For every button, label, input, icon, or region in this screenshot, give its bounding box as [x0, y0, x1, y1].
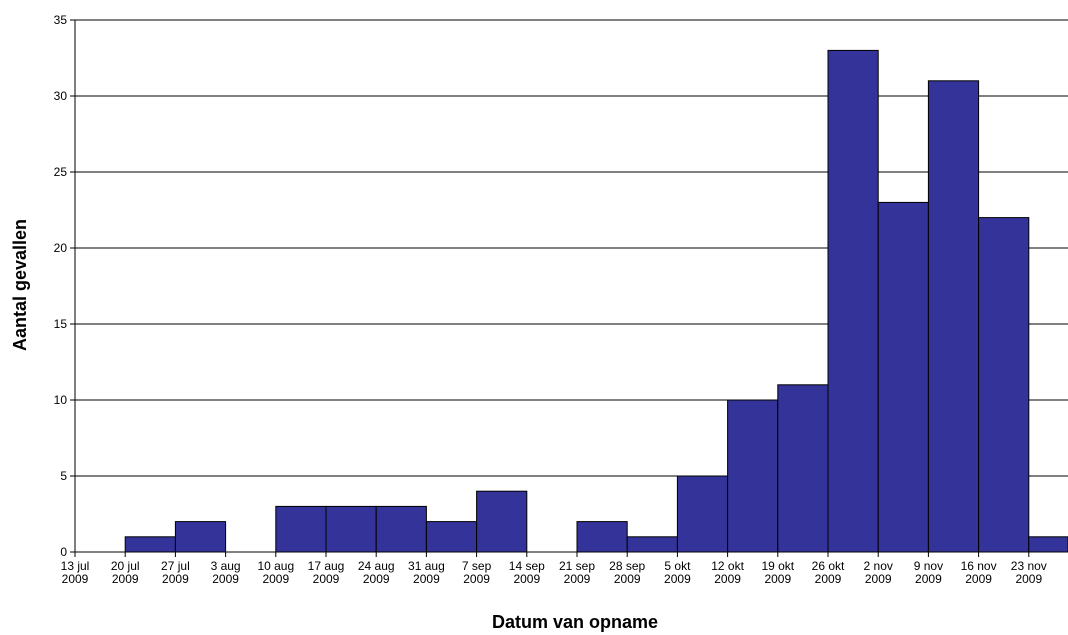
y-axis-title: Aantal gevallen	[10, 219, 30, 351]
y-tick-label: 15	[54, 317, 68, 331]
x-tick-label: 2 nov	[864, 559, 893, 573]
x-tick-label: 10 aug	[257, 559, 294, 573]
x-tick-year-label: 2009	[564, 572, 591, 586]
x-tick-label: 19 okt	[761, 559, 794, 573]
x-tick-year-label: 2009	[865, 572, 892, 586]
bar	[477, 491, 527, 552]
x-tick-label: 28 sep	[609, 559, 645, 573]
y-tick-label: 20	[54, 241, 68, 255]
x-tick-year-label: 2009	[313, 572, 340, 586]
x-tick-label: 24 aug	[358, 559, 395, 573]
x-tick-year-label: 2009	[463, 572, 490, 586]
bar	[778, 385, 828, 552]
y-tick-label: 25	[54, 165, 68, 179]
x-tick-year-label: 2009	[1015, 572, 1042, 586]
x-tick-year-label: 2009	[614, 572, 641, 586]
bar	[677, 476, 727, 552]
x-tick-year-label: 2009	[714, 572, 741, 586]
bar	[276, 506, 326, 552]
x-tick-label: 9 nov	[914, 559, 943, 573]
bar	[979, 218, 1029, 552]
x-tick-year-label: 2009	[262, 572, 289, 586]
x-tick-year-label: 2009	[915, 572, 942, 586]
bar	[728, 400, 778, 552]
x-tick-label: 20 jul	[111, 559, 140, 573]
x-tick-label: 7 sep	[462, 559, 492, 573]
x-tick-label: 13 jul	[61, 559, 90, 573]
x-tick-year-label: 2009	[62, 572, 89, 586]
y-tick-label: 35	[54, 13, 68, 27]
x-tick-year-label: 2009	[764, 572, 791, 586]
x-tick-year-label: 2009	[413, 572, 440, 586]
x-tick-year-label: 2009	[112, 572, 139, 586]
x-tick-year-label: 2009	[965, 572, 992, 586]
x-tick-label: 21 sep	[559, 559, 595, 573]
y-tick-label: 5	[60, 469, 67, 483]
y-tick-labels: 0 5 10 15 20 25 30 35	[54, 13, 68, 559]
bar	[175, 522, 225, 552]
x-tick-label: 23 nov	[1011, 559, 1047, 573]
x-tick-label: 14 sep	[509, 559, 545, 573]
x-tick-label: 5 okt	[664, 559, 691, 573]
bar	[577, 522, 627, 552]
bar	[426, 522, 476, 552]
x-axis-title: Datum van opname	[492, 612, 658, 632]
x-tick-year-label: 2009	[513, 572, 540, 586]
x-tick-label: 16 nov	[961, 559, 997, 573]
y-tick-label: 0	[60, 545, 67, 559]
bar	[627, 537, 677, 552]
x-tick-label: 17 aug	[308, 559, 345, 573]
bar	[326, 506, 376, 552]
x-tick-year-label: 2009	[664, 572, 691, 586]
bar	[125, 537, 175, 552]
x-tick-year-label: 2009	[212, 572, 239, 586]
x-tick-label: 12 okt	[711, 559, 744, 573]
x-tick-label: 27 jul	[161, 559, 190, 573]
bar	[376, 506, 426, 552]
x-tick-label: 3 aug	[211, 559, 241, 573]
bars	[125, 50, 1068, 552]
bar	[878, 202, 928, 552]
y-tick-label: 10	[54, 393, 68, 407]
bar	[828, 50, 878, 552]
bar	[1029, 537, 1068, 552]
x-tick-label: 31 aug	[408, 559, 445, 573]
y-tick-label: 30	[54, 89, 68, 103]
x-tick-year-label: 2009	[162, 572, 189, 586]
bar	[928, 81, 978, 552]
x-tick-year-label: 2009	[363, 572, 390, 586]
x-tick-label: 26 okt	[812, 559, 845, 573]
x-tick-year-label: 2009	[815, 572, 842, 586]
